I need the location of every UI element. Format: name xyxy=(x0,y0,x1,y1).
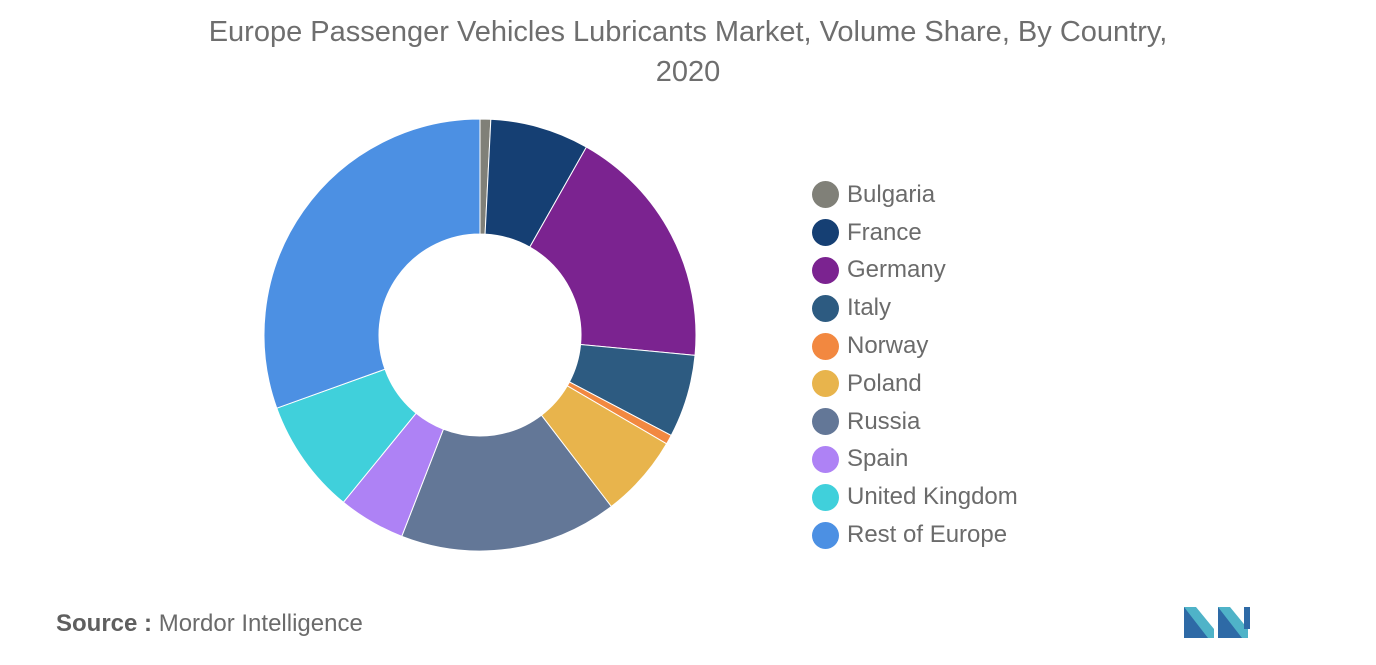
chart-title: Europe Passenger Vehicles Lubricants Mar… xyxy=(0,12,1376,92)
legend-item-poland: Poland xyxy=(812,365,1018,403)
legend-swatch xyxy=(812,483,839,511)
legend-label: Germany xyxy=(847,256,946,284)
legend-item-france: France xyxy=(812,214,1018,252)
legend-item-russia: Russia xyxy=(812,403,1018,441)
source-label: Source : xyxy=(56,610,153,637)
legend-label: Rest of Europe xyxy=(847,521,1008,549)
legend-label: France xyxy=(847,218,922,246)
donut-slice-rest-of-europe xyxy=(263,118,481,409)
legend-item-italy: Italy xyxy=(812,289,1018,327)
legend-item-united-kingdom: United Kingdom xyxy=(812,478,1018,516)
legend-swatch xyxy=(812,219,839,247)
legend-swatch xyxy=(812,408,839,436)
legend-item-spain: Spain xyxy=(812,441,1018,479)
legend-label: United Kingdom xyxy=(847,483,1018,511)
legend-swatch xyxy=(812,332,839,360)
legend-swatch xyxy=(812,445,839,473)
legend-swatch xyxy=(812,181,839,209)
mordor-intelligence-logo-icon xyxy=(1184,607,1250,638)
legend-label: Spain xyxy=(847,445,909,473)
legend-swatch xyxy=(812,256,839,284)
legend-label: Norway xyxy=(847,332,929,360)
legend-item-bulgaria: Bulgaria xyxy=(812,176,1018,214)
legend-label: Bulgaria xyxy=(847,180,936,208)
legend-label: Russia xyxy=(847,407,921,435)
chart-title-line-2: 2020 xyxy=(655,56,721,88)
legend-label: Italy xyxy=(847,294,892,322)
legend-swatch xyxy=(812,521,839,549)
legend-label: Poland xyxy=(847,369,922,397)
legend-swatch xyxy=(812,370,839,398)
source-note: Source : Mordor Intelligence xyxy=(56,610,363,638)
source-value: Mordor Intelligence xyxy=(158,610,363,637)
legend-item-norway: Norway xyxy=(812,327,1018,365)
legend-item-rest-of-europe: Rest of Europe xyxy=(812,516,1018,554)
donut-slice-russia xyxy=(401,414,613,552)
donut-slice-germany xyxy=(529,146,697,356)
chart-legend: Bulgaria France Germany Italy Norway Poland Ru… xyxy=(812,176,1018,554)
chart-title-line-1: Europe Passenger Vehicles Lubricants Mar… xyxy=(208,16,1168,48)
legend-item-germany: Germany xyxy=(812,252,1018,290)
legend-swatch xyxy=(812,294,839,322)
